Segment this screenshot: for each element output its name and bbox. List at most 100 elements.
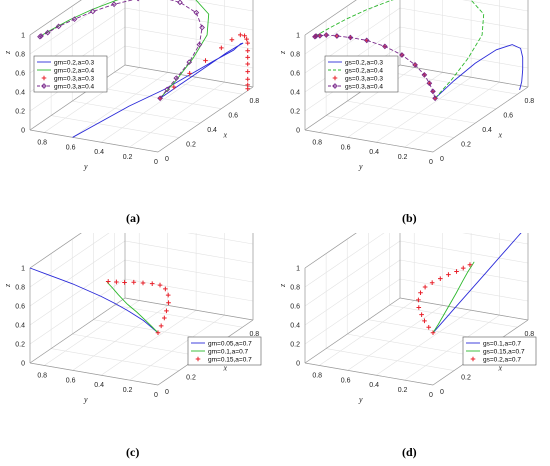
grid-line (29, 240, 126, 307)
data-point (364, 38, 370, 43)
z-tick-label: 0.2 (290, 109, 300, 116)
grid-line (404, 81, 500, 148)
data-point (347, 34, 354, 41)
z-tick-label: 1 (296, 266, 300, 273)
grid-line (187, 0, 254, 12)
y-tick-label: 0.2 (123, 154, 133, 161)
axes (29, 0, 254, 153)
legend-label: gs=0.1,a=0.7 (483, 340, 521, 347)
axis-edge (124, 297, 254, 321)
series-line (432, 261, 475, 334)
z-tick-label: 0.2 (15, 342, 25, 349)
data-point (186, 59, 193, 65)
data-point (157, 282, 163, 288)
series-1 (432, 233, 522, 334)
legend-label: gm=0.3,a=0.4 (54, 83, 94, 90)
data-point (245, 86, 251, 92)
grid-line (129, 314, 225, 381)
z-tick-label: 0.8 (290, 285, 300, 292)
grid-line (399, 259, 529, 283)
caption-c: (c) (126, 445, 140, 459)
z-tick-label: 0.6 (290, 304, 300, 311)
grid-line (100, 76, 197, 143)
data-point (245, 55, 251, 60)
z-tick-label: 0.4 (290, 90, 300, 97)
grid-line (304, 278, 401, 345)
axis-edge (304, 297, 401, 364)
caption-a: (a) (126, 211, 140, 225)
chart-panel-b: 0 0.2 0.4 0.6 0.8 0 0.2 0.4 0.6 0.8 0 0.2 0.4 0.6 0.8 1… (278, 0, 534, 171)
y-tick-label: 0.4 (369, 149, 379, 156)
series-1 (434, 44, 524, 99)
grid-line (462, 233, 529, 245)
legend-item: gm=0.3,a=0.3 (41, 75, 94, 82)
legend-marker (195, 356, 201, 362)
z-tick-label: 0.8 (290, 52, 300, 59)
data-point (187, 71, 192, 76)
y-axis-label: y (83, 162, 88, 171)
grid-line (29, 233, 110, 288)
x-tick-label: 0.8 (524, 331, 534, 338)
grid-line (93, 86, 222, 109)
z-tick-label: 0.6 (15, 71, 25, 78)
legend: gm=0.05,a=0.7gm=0.1,a=0.7gm=0.15,a=0.7 (187, 336, 262, 366)
grid-line (389, 71, 518, 95)
data-point (416, 305, 422, 310)
y-tick-label: 0.8 (37, 139, 47, 146)
data-point (199, 24, 205, 31)
legend-marker (332, 75, 338, 81)
grid-line (124, 7, 254, 31)
axis-edge (432, 86, 529, 153)
legend-item: gm=0.05,a=0.7 (191, 340, 252, 347)
data-point (432, 96, 438, 101)
data-point (426, 80, 433, 87)
data-point (429, 280, 435, 286)
z-tick-label: 0.4 (15, 323, 25, 330)
legend-label: gs=0.3,a=0.4 (345, 83, 383, 90)
data-point (238, 32, 243, 38)
grid-line (29, 259, 126, 326)
legend-label: gm=0.05,a=0.7 (208, 340, 252, 347)
legend: gm=0.2,a=0.3gm=0.2,a=0.4gm=0.3,a=0.3gm=0… (33, 55, 108, 93)
data-point (432, 95, 438, 102)
x-axis-label: x (223, 364, 228, 373)
y-tick-label: 0.2 (398, 387, 408, 394)
data-point (203, 58, 208, 63)
y-tick-label: 0 (429, 392, 433, 399)
legend-item: gm=0.1,a=0.7 (191, 348, 248, 355)
axis-edge (29, 129, 159, 153)
x-tick-label: 0 (165, 156, 169, 163)
data-point (244, 36, 249, 42)
axis-edge (29, 64, 126, 131)
y-tick-label: 0 (154, 159, 158, 166)
y-axis-label: y (358, 162, 363, 171)
tick-labels: 0 0.2 0.4 0.6 0.8 0 0.2 0.4 0.6 0.8 0 0.2 0.4 0.6 0.8 1 (15, 33, 259, 167)
data-point (419, 312, 424, 317)
series-line (434, 44, 524, 99)
z-tick-label: 0.8 (15, 285, 25, 292)
x-tick-label: 0.2 (461, 142, 471, 149)
legend-label: gs=0.2,a=0.7 (483, 356, 521, 363)
data-point (412, 62, 418, 68)
x-tick-label: 0.2 (186, 375, 196, 382)
axis-edge (304, 129, 434, 153)
series-line (29, 267, 159, 334)
data-point (157, 95, 163, 102)
series-1 (29, 267, 159, 334)
data-point (245, 48, 251, 54)
legend-label: gm=0.2,a=0.4 (54, 67, 94, 74)
chart-panel-d: 00.20.40.60.800.20.40.60.800.20.40.60.81… (278, 233, 537, 404)
legend-item: gs=0.3,a=0.4 (328, 83, 383, 90)
x-axis-label: x (498, 131, 503, 140)
data-point (44, 29, 51, 36)
legend-label: gm=0.15,a=0.7 (208, 356, 252, 363)
legend-marker (41, 75, 47, 81)
data-point (245, 69, 251, 74)
z-tick-label: 1 (296, 33, 300, 40)
y-axis-label: y (83, 395, 88, 404)
z-tick-label: 0.2 (15, 109, 25, 116)
grid-line (319, 67, 415, 133)
series-4 (312, 32, 438, 102)
grid-line (114, 304, 243, 328)
